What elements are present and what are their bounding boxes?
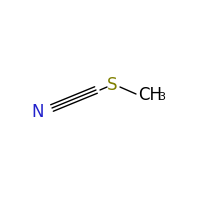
Text: S: S — [107, 76, 117, 94]
Text: 3: 3 — [158, 92, 165, 102]
Text: N: N — [32, 103, 44, 121]
Text: CH: CH — [138, 86, 162, 104]
